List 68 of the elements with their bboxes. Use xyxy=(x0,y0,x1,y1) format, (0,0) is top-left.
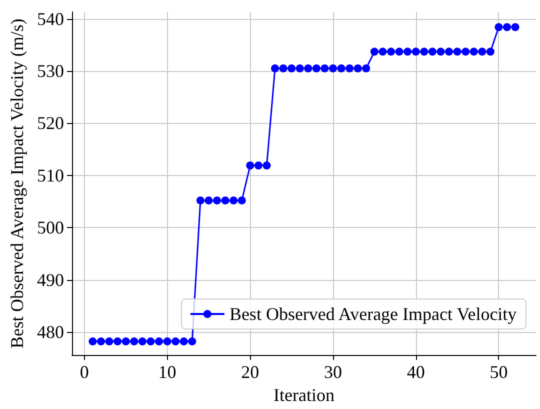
point xyxy=(196,196,204,204)
point xyxy=(503,23,511,32)
point xyxy=(146,337,155,346)
point xyxy=(262,161,271,170)
point xyxy=(412,48,420,56)
point xyxy=(362,64,370,72)
point xyxy=(88,337,97,346)
point xyxy=(470,48,478,56)
point xyxy=(320,64,329,72)
point xyxy=(486,48,494,56)
point xyxy=(155,337,163,346)
point xyxy=(246,161,254,170)
x-tick-label: 20 xyxy=(241,362,260,382)
point xyxy=(105,337,114,346)
y-tick-label: 490 xyxy=(37,270,64,290)
point xyxy=(404,48,412,56)
x-tick-label: 30 xyxy=(324,362,342,382)
y-tick-label: 480 xyxy=(37,322,64,342)
y-axis-title: Best Observed Average Impact Velocity (m/s) xyxy=(7,18,28,348)
point xyxy=(478,48,486,56)
point xyxy=(354,64,362,72)
point xyxy=(114,337,122,346)
x-tick-label: 40 xyxy=(406,362,425,382)
point xyxy=(370,48,378,56)
x-tick-label: 0 xyxy=(80,362,89,382)
x-tick-label: 10 xyxy=(158,362,176,382)
point xyxy=(420,48,428,56)
point xyxy=(494,23,503,32)
point xyxy=(337,64,346,72)
x-axis-title: Iteration xyxy=(274,384,334,405)
point xyxy=(511,23,520,32)
point xyxy=(304,64,312,72)
point xyxy=(188,337,196,346)
point xyxy=(346,64,354,72)
point xyxy=(180,337,188,346)
point xyxy=(378,48,387,56)
legend-label: Best Observed Average Impact Velocity xyxy=(229,304,517,324)
point xyxy=(387,48,395,56)
point xyxy=(138,337,146,346)
point xyxy=(230,196,238,204)
point xyxy=(279,64,288,72)
point xyxy=(221,196,230,204)
point xyxy=(395,48,404,56)
point xyxy=(312,64,320,72)
y-tick-label: 530 xyxy=(37,60,64,81)
y-tick-label: 520 xyxy=(37,113,64,134)
point xyxy=(97,337,105,346)
point xyxy=(428,48,436,56)
point xyxy=(453,48,462,56)
point xyxy=(238,196,246,204)
point xyxy=(329,64,337,72)
point xyxy=(445,48,453,56)
y-tick-label: 510 xyxy=(37,165,64,186)
point xyxy=(130,337,138,346)
point xyxy=(288,64,296,72)
point xyxy=(271,64,279,72)
point xyxy=(172,337,180,346)
y-tick-label: 540 xyxy=(37,8,64,29)
point xyxy=(296,64,304,72)
x-tick-label: 50 xyxy=(490,362,508,382)
point xyxy=(163,337,172,346)
point xyxy=(254,161,262,170)
point xyxy=(436,48,445,56)
point xyxy=(462,48,470,56)
point xyxy=(204,196,213,204)
point xyxy=(213,196,221,204)
point xyxy=(122,337,130,346)
y-tick-label: 500 xyxy=(37,218,64,238)
